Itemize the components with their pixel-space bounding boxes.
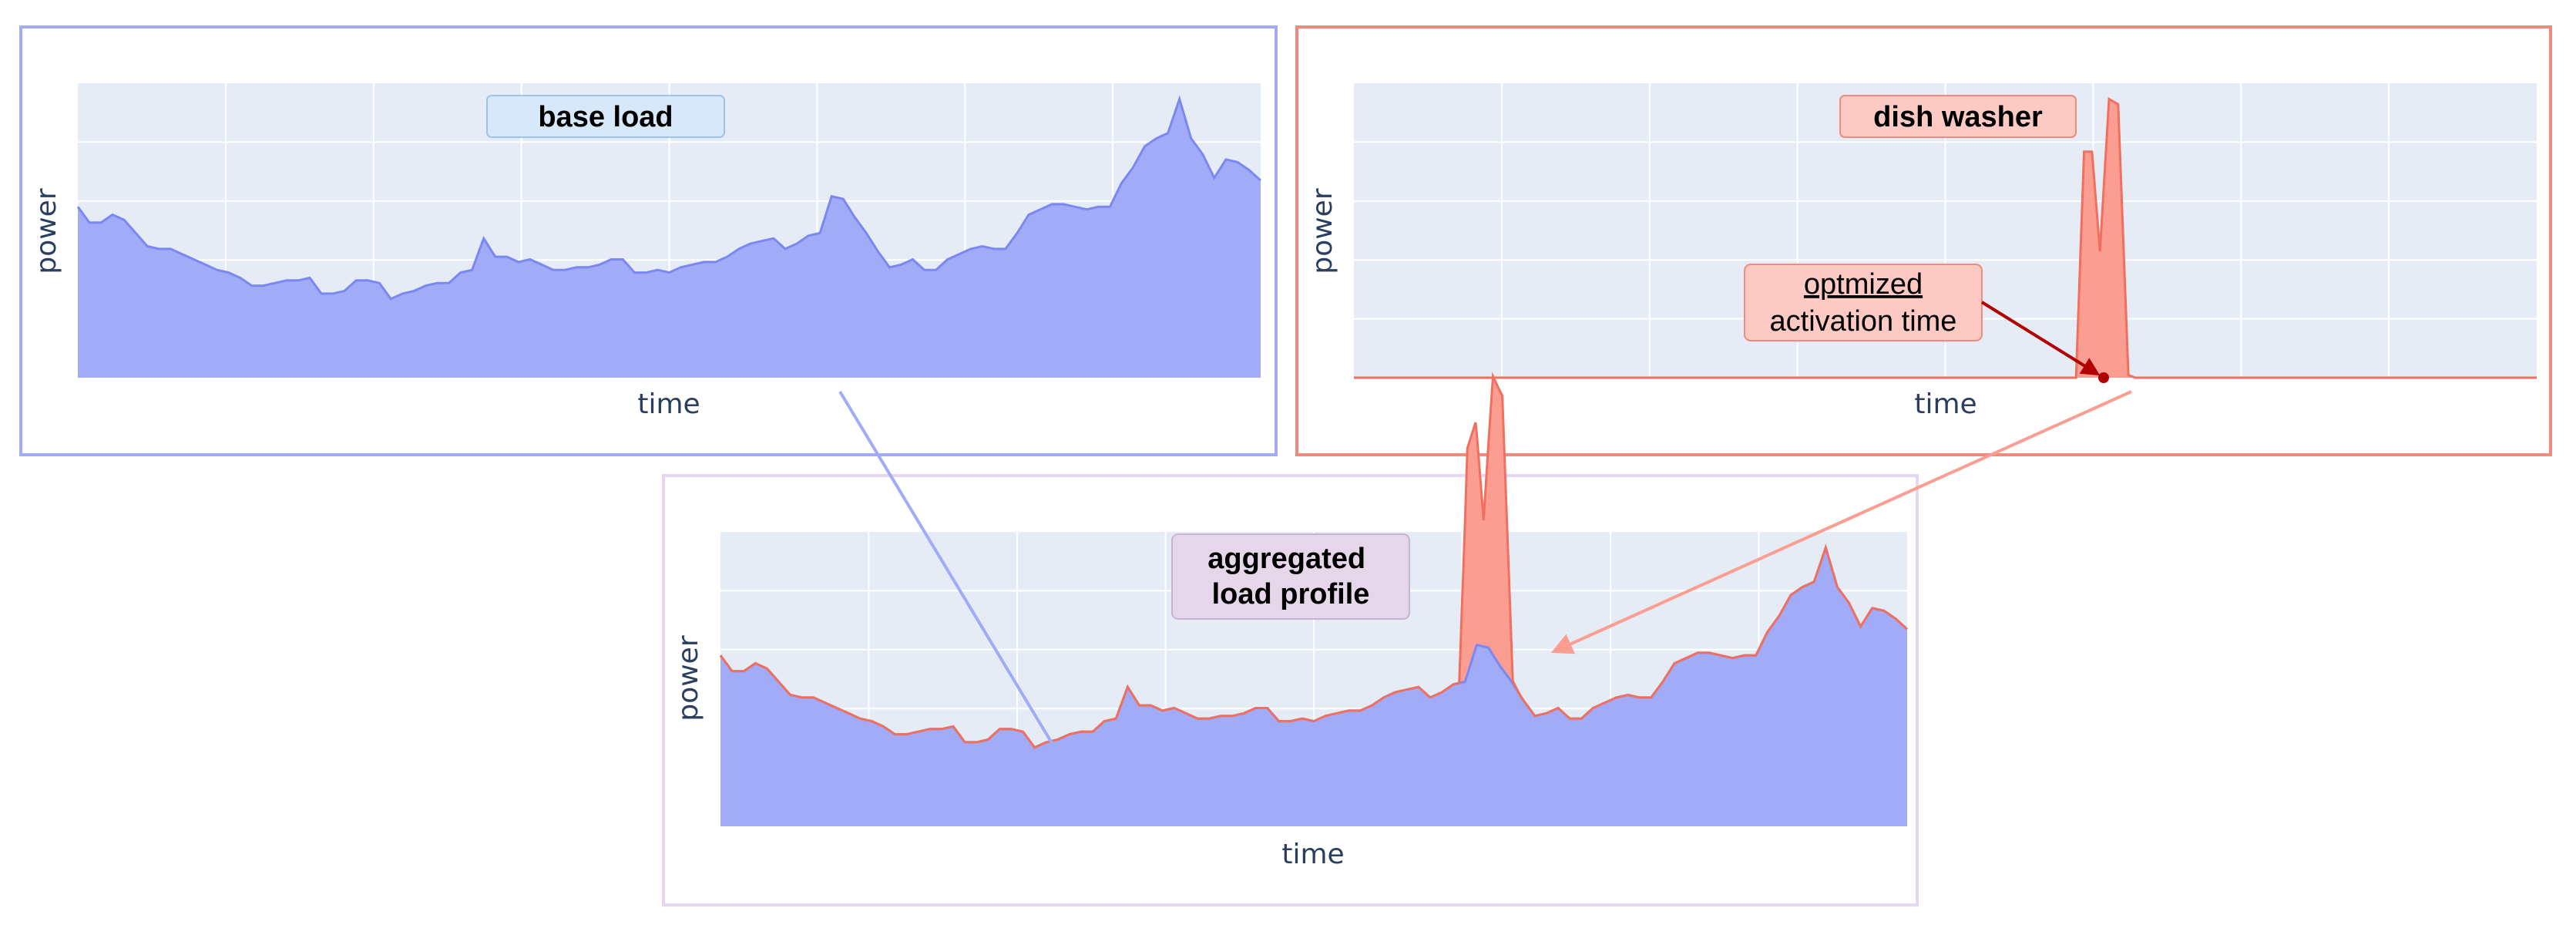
aggregated-title: aggregated load profile (1207, 543, 1373, 610)
dish-washer-xlabel: time (1914, 388, 1977, 420)
base-to-aggregated-arrow (838, 390, 1070, 772)
dish-washer-line (1354, 96, 2537, 379)
base-load-xlabel: time (637, 388, 700, 420)
base-load-panel: base load time power (19, 25, 1278, 456)
activation-annotation-arrow (1980, 301, 2101, 376)
aggregated-total-line (719, 372, 1909, 749)
dish-washer-panel: dish washer time power optmized activati… (1295, 25, 2552, 456)
dish-washer-title: dish washer (1873, 101, 2043, 133)
aggregated-xlabel: time (1281, 839, 1344, 870)
base-load-area (78, 99, 1261, 378)
dishwasher-to-aggregated-arrow (1550, 390, 2132, 654)
dish-washer-ylabel: power (1307, 188, 1338, 274)
aggregated-base-area (720, 547, 1907, 826)
base-load-title: base load (538, 101, 673, 133)
aggregated-panel: aggregated load profile time power (662, 372, 1919, 906)
activation-annotation-line2: activation time (1770, 305, 1957, 338)
dish-washer-title-box (1839, 95, 2077, 138)
aggregated-title-box (1171, 533, 1410, 620)
activation-time-marker (2098, 372, 2109, 383)
base-load-line (76, 95, 1262, 301)
activation-annotation-line1: optmized (1804, 268, 1923, 301)
base-load-title-box (486, 95, 725, 138)
base-load-ylabel: power (31, 188, 62, 274)
aggregated-ylabel: power (673, 635, 704, 721)
